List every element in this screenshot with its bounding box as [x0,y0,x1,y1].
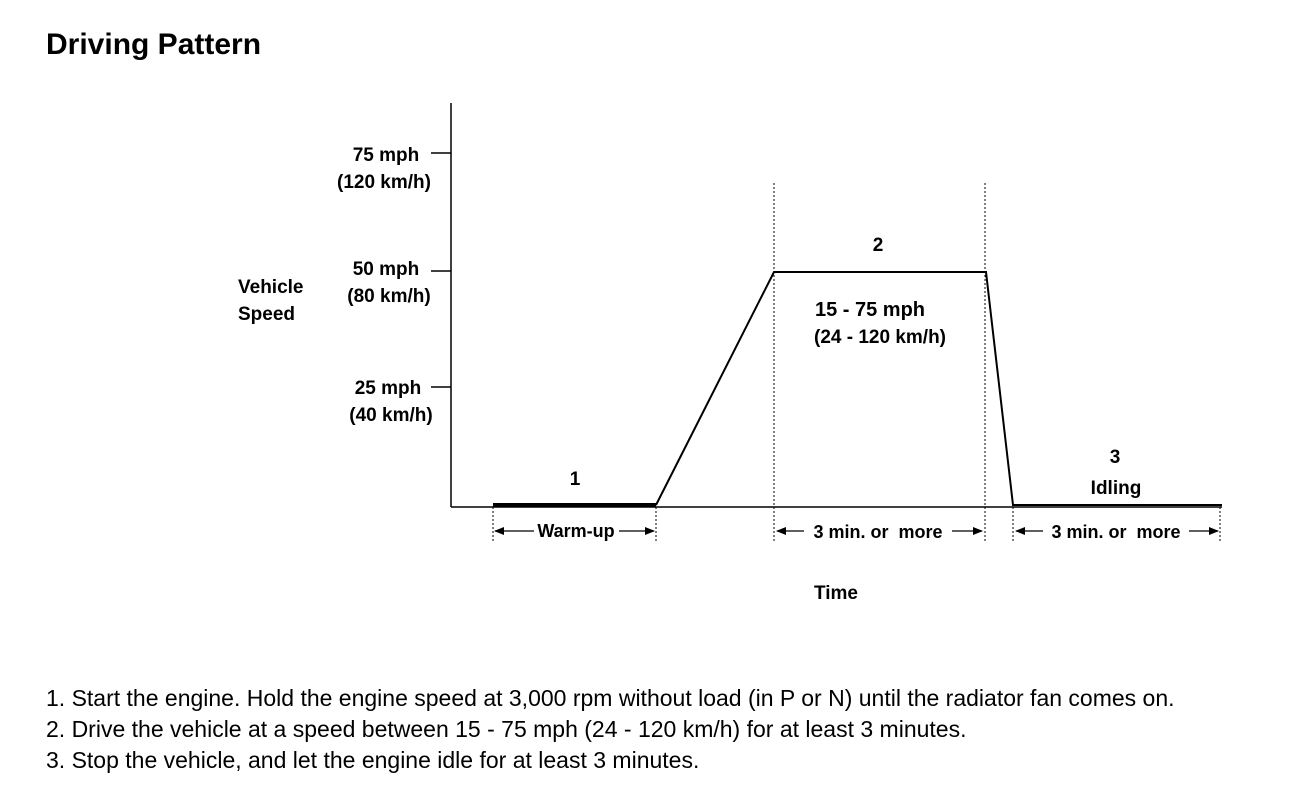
y-tick-label-25-kmh: (40 km/h) [349,405,432,426]
y-tick-label-75-kmh: (120 km/h) [337,172,431,193]
instruction-step-3: 3. Stop the vehicle, and let the engine … [46,747,700,773]
instruction-step-1: 1. Start the engine. Hold the engine spe… [46,685,1175,711]
phase-2-number: 2 [873,235,884,256]
instruction-step-2: 2. Drive the vehicle at a speed between … [46,716,967,742]
page-title: Driving Pattern [46,28,262,61]
y-axis-label-line-1: Vehicle [238,277,304,298]
phase-2-range-kmh: (24 - 120 km/h) [814,327,946,348]
warm-up-label: Warm-up [537,521,614,541]
phase-3-label: Idling [1091,478,1142,499]
y-tick-label-50-kmh: (80 km/h) [347,286,430,307]
phase-1-number: 1 [570,469,581,490]
y-axis-label-line-2: Speed [238,304,295,325]
phase3-duration-label: 3 min. or more [1051,522,1180,542]
phase-3-number: 3 [1110,447,1121,468]
phase2-duration-label: 3 min. or more [813,522,942,542]
driving-pattern-diagram: 75 mph (120 km/h) 50 mph (80 km/h) 25 mp… [238,103,1222,604]
x-axis-label: Time [814,583,858,604]
y-tick-label-25-mph: 25 mph [355,378,422,399]
y-tick-label-50-mph: 50 mph [353,259,420,280]
speed-profile-line [655,271,1222,506]
instruction-list: 1. Start the engine. Hold the engine spe… [46,683,1175,776]
y-tick-label-75-mph: 75 mph [353,145,420,166]
phase-2-range-mph: 15 - 75 mph [815,299,925,321]
